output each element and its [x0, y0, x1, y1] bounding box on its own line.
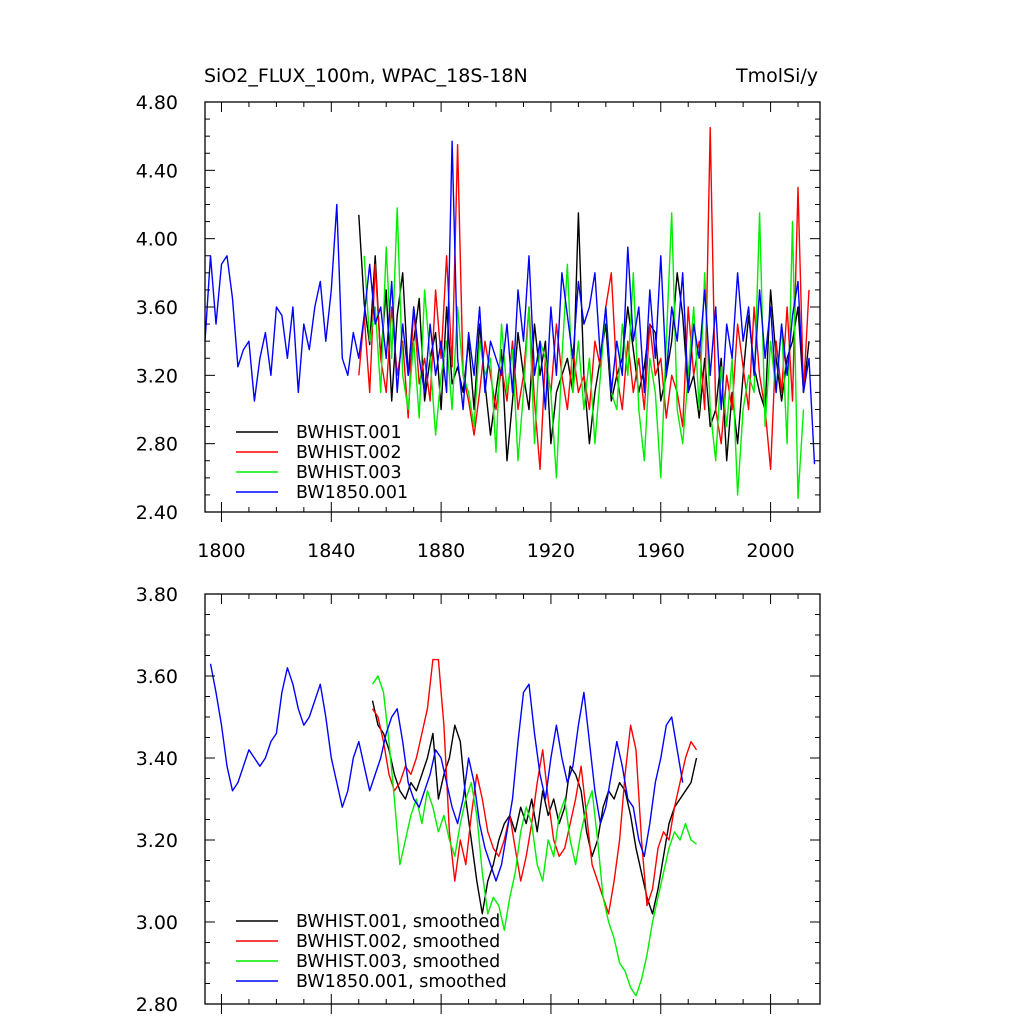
y-tick-label: 3.20 [136, 830, 178, 852]
legend-label: BWHIST.001, smoothed [296, 912, 500, 932]
legend-label: BWHIST.003, smoothed [296, 952, 500, 972]
y-tick-label: 4.80 [136, 92, 178, 114]
series-line-bwhist-003 [363, 207, 805, 499]
x-tick-label: 1800 [197, 540, 245, 562]
legend-label: BWHIST.003 [296, 463, 402, 483]
x-tick-label: 1920 [527, 540, 575, 562]
y-tick-label: 2.40 [136, 502, 178, 524]
legend-label: BW1850.001 [296, 483, 408, 503]
series-line-bwhist-001 [358, 212, 810, 462]
legend-label: BW1850.001, smoothed [296, 972, 507, 992]
legend-label: BWHIST.002 [296, 443, 402, 463]
x-tick-label: 2000 [746, 540, 794, 562]
series-line-bwhist-002 [358, 126, 810, 470]
series-line-bwhist-001-smoothed [371, 700, 698, 915]
y-tick-label: 4.00 [136, 229, 178, 251]
series-line-bw1850-001-smoothed [209, 663, 684, 882]
series-line-bwhist-002-smoothed [371, 658, 698, 915]
top-panel: 2.40 2.80 3.20 3.60 4.00 4.40 4.80 1800 1840 1880… [136, 92, 821, 562]
y-tick-label: 3.60 [136, 297, 178, 319]
y-tick-label: 3.60 [136, 666, 178, 688]
series-line-bw1850-001 [204, 140, 816, 465]
y-tick-label: 3.00 [136, 912, 178, 934]
bottom-panel: 2.80 3.00 3.20 3.40 3.60 3.80 BWHIST.001, smoo… [136, 584, 821, 1016]
y-tick-label: 4.40 [136, 160, 178, 182]
units-label: TmolSi/y [735, 65, 818, 87]
x-tick-label: 1880 [417, 540, 465, 562]
y-tick-label: 3.40 [136, 748, 178, 770]
chart-title: SiO2_FLUX_100m, WPAC_18S-18N [204, 65, 528, 87]
y-tick-label: 2.80 [136, 434, 178, 456]
legend-label: BWHIST.001 [296, 423, 402, 443]
y-tick-label: 2.80 [136, 994, 178, 1016]
x-tick-label: 1960 [637, 540, 685, 562]
y-tick-label: 3.20 [136, 365, 178, 387]
legend-label: BWHIST.002, smoothed [296, 932, 500, 952]
series-line-bwhist-003-smoothed [371, 675, 697, 997]
y-tick-label: 3.80 [136, 584, 178, 606]
x-tick-label: 1840 [307, 540, 355, 562]
